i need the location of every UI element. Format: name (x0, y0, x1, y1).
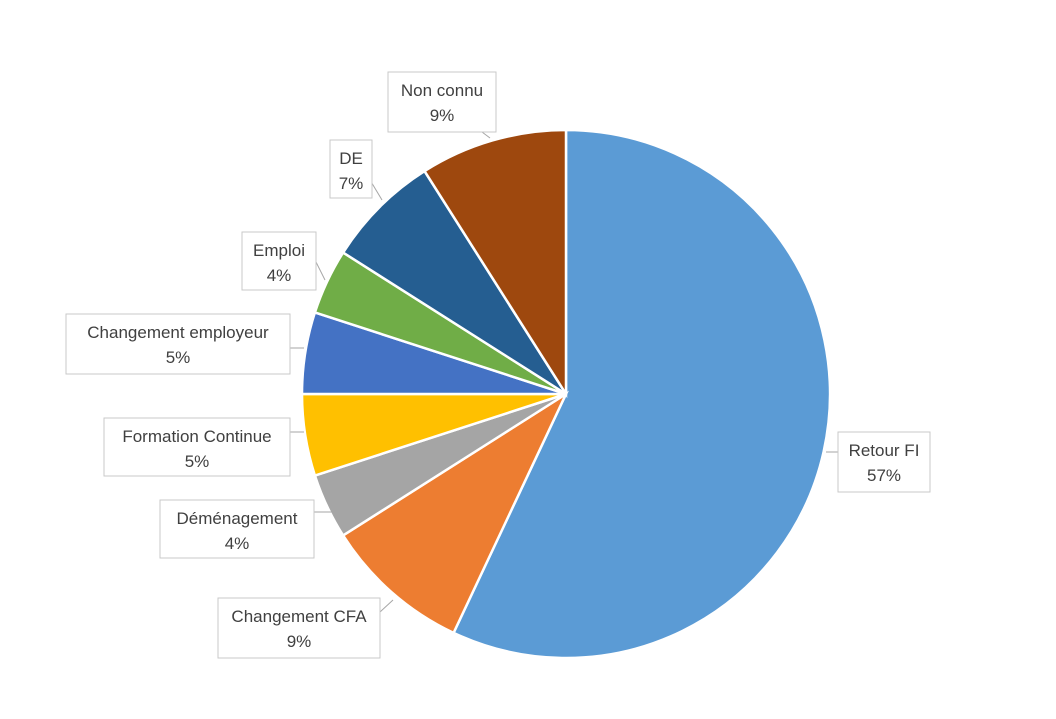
data-label-percent: 4% (267, 266, 292, 285)
data-labels: Retour FI 57% Changement CFA 9% Déménagement… (65, 71, 931, 659)
pie-slices (300, 128, 832, 660)
data-label-changement-employeur: Changement employeur 5% (65, 313, 291, 375)
data-label-percent: 5% (185, 452, 210, 471)
leader-line-changement-cfa (379, 599, 394, 613)
data-label-demenagement: Déménagement 4% (159, 499, 315, 559)
data-label-percent: 5% (166, 348, 191, 367)
data-label-retour-fi: Retour FI 57% (837, 431, 931, 493)
data-label-category: Formation Continue (122, 427, 271, 446)
data-label-percent: 57% (867, 466, 901, 485)
pie-slice-non-connu (422, 128, 568, 399)
data-label-box (241, 231, 317, 291)
data-label-percent: 9% (287, 632, 312, 651)
data-label-category: DE (339, 149, 363, 168)
data-label-emploi: Emploi 4% (241, 231, 317, 291)
data-label-box (329, 139, 373, 199)
data-label-category: Emploi (253, 241, 305, 260)
leader-lines (290, 131, 838, 613)
data-label-formation-continue: Formation Continue 5% (103, 417, 291, 477)
pie-slice-de (341, 169, 568, 396)
data-label-box (217, 597, 381, 659)
data-label-category: Non connu (401, 81, 483, 100)
data-label-category: Changement employeur (87, 323, 269, 342)
leader-line-emploi (315, 261, 326, 281)
pie-slice-retour-fi (451, 128, 832, 660)
data-label-box (65, 313, 291, 375)
data-label-box (103, 417, 291, 477)
data-label-category: Retour FI (849, 441, 920, 460)
data-label-de: DE 7% (329, 139, 373, 199)
data-label-non-connu: Non connu 9% (387, 71, 497, 133)
data-label-box (837, 431, 931, 493)
data-label-percent: 7% (339, 174, 364, 193)
data-label-category: Changement CFA (231, 607, 367, 626)
leader-line-non-connu (481, 131, 491, 139)
data-label-percent: 9% (430, 106, 455, 125)
data-label-box (387, 71, 497, 133)
data-label-box (159, 499, 315, 559)
data-label-changement-cfa: Changement CFA 9% (217, 597, 381, 659)
data-label-category: Déménagement (177, 509, 298, 528)
data-label-percent: 4% (225, 534, 250, 553)
pie-slice-changement-cfa (341, 390, 569, 635)
